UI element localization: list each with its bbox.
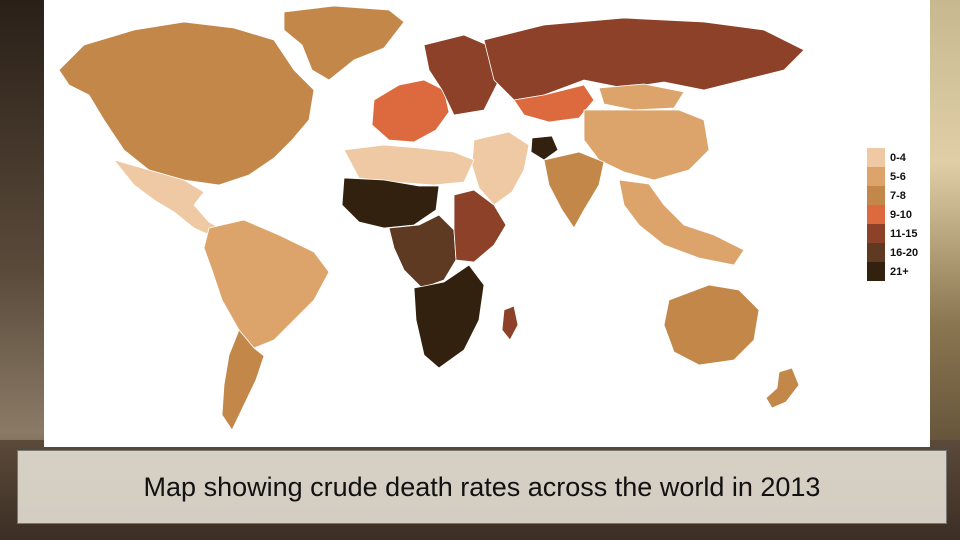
legend-item: 21+ [867,262,927,281]
legend-item: 11-15 [867,224,927,243]
world-map [58,5,805,431]
legend-swatch [867,167,885,186]
legend-swatch [867,148,885,167]
region-sahel [341,177,440,229]
legend-label: 11-15 [890,227,918,240]
region-southeast-asia [618,179,745,266]
legend-label: 9-10 [890,208,913,221]
legend-label: 21+ [890,265,909,278]
region-central-africa [388,214,457,289]
region-afghanistan [530,135,559,161]
legend-item: 5-6 [867,167,927,186]
region-eastern-europe [423,34,500,116]
legend-label: 7-8 [890,189,906,202]
world-map-panel: 0-4 5-6 7-8 9-10 11-15 16-20 21+ [44,0,930,447]
legend-item: 16-20 [867,243,927,262]
region-india [543,151,605,229]
map-legend: 0-4 5-6 7-8 9-10 11-15 16-20 21+ [867,148,927,281]
region-australia [663,284,760,366]
legend-swatch [867,186,885,205]
legend-label: 5-6 [890,170,906,183]
region-madagascar [501,305,519,341]
legend-item: 9-10 [867,205,927,224]
region-china [583,109,710,181]
region-kazakhstan [513,84,595,123]
region-new-zealand [765,367,800,409]
region-south-america [203,219,330,349]
legend-swatch [867,243,885,262]
map-caption: Map showing crude death rates across the… [143,471,821,502]
region-east-africa [453,189,507,263]
legend-label: 16-20 [890,246,919,259]
region-western-europe [371,79,450,143]
region-north-america [58,21,315,186]
region-greenland [283,5,405,81]
region-argentina [221,329,265,431]
region-mongolia [598,83,685,111]
region-southern-africa [413,264,485,369]
legend-swatch [867,262,885,281]
legend-item: 7-8 [867,186,927,205]
caption-box: Map showing crude death rates across the… [17,450,947,524]
legend-item: 0-4 [867,148,927,167]
region-middle-east [471,131,530,206]
legend-swatch [867,205,885,224]
legend-label: 0-4 [890,151,906,164]
legend-swatch [867,224,885,243]
